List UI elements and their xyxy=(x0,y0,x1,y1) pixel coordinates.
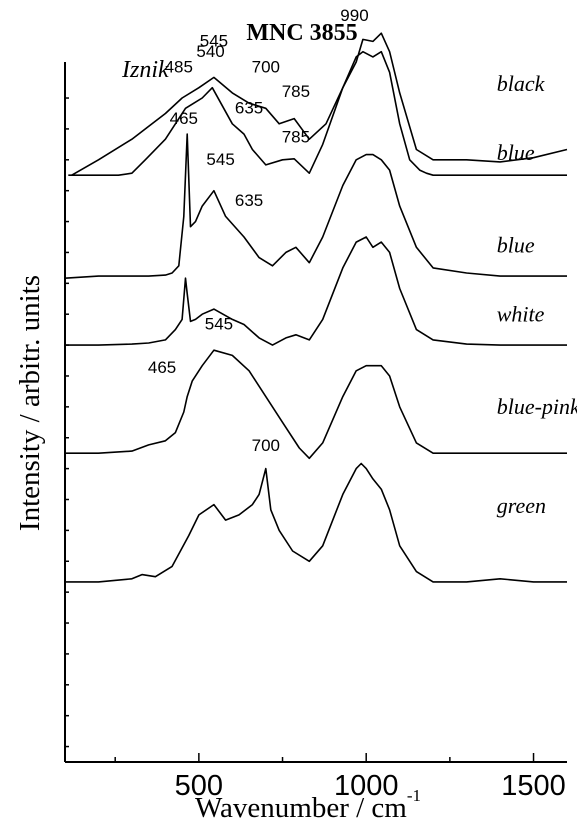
series-label-blue: blue xyxy=(497,232,535,257)
peak-label: 465 xyxy=(170,109,198,128)
series-line-white xyxy=(65,236,567,346)
peak-label: 545 xyxy=(206,150,234,169)
peak-label: 785 xyxy=(282,82,310,101)
peak-label: 700 xyxy=(252,436,280,455)
y-axis-label: Intensity / arbitr. units xyxy=(14,275,46,531)
series-line-black xyxy=(71,32,568,176)
series-label-black: black xyxy=(497,71,546,96)
series-label-blue: blue xyxy=(497,140,535,165)
peak-label: 545 xyxy=(200,32,228,51)
series-line-blue-pink xyxy=(65,349,567,460)
x-axis-label-main: Wavenumber / cm xyxy=(195,792,407,824)
series-label-blue-pink: blue-pink xyxy=(497,394,577,419)
peak-label: 990 xyxy=(340,6,368,25)
peak-label: 700 xyxy=(252,57,280,76)
series-label-green: green xyxy=(497,493,546,518)
x-tick-label: 1000 xyxy=(334,770,399,802)
series-line-green xyxy=(65,462,567,583)
peak-label: 545 xyxy=(205,315,233,334)
peak-label: 635 xyxy=(235,98,263,117)
peak-label: 485 xyxy=(165,57,193,76)
series-line-blue xyxy=(64,133,567,279)
peak-label: 540 xyxy=(196,42,224,61)
series-label-white: white xyxy=(497,301,545,326)
x-axis-label-superscript: -1 xyxy=(407,786,421,805)
x-axis-label: Wavenumber / cm-1 xyxy=(195,786,421,824)
x-tick-label: 1500 xyxy=(501,770,566,802)
x-tick-label: 500 xyxy=(175,770,223,802)
peak-label: 635 xyxy=(235,191,263,210)
sample-label: Iznik xyxy=(121,57,169,83)
plot-area: 500 1000 1500 black blue blue white blue-pink gr… xyxy=(64,6,577,802)
chart-title: MNC 3855 xyxy=(246,20,357,46)
series-line-blue xyxy=(68,50,567,176)
peak-label: 785 xyxy=(282,127,310,146)
peak-label: 465 xyxy=(148,358,176,377)
